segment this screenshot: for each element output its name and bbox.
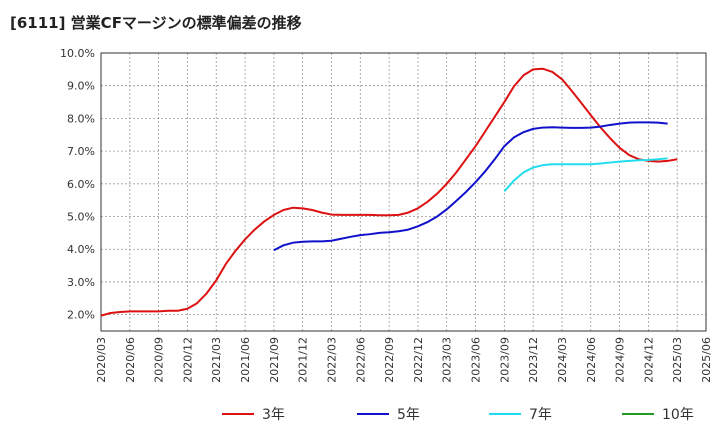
x-tick-label: 2020/09 (153, 337, 166, 383)
y-tick-label: 10.0% (60, 47, 95, 60)
series-line-2 (273, 121, 668, 252)
series-lines (100, 67, 678, 317)
y-tick-label: 6.0% (67, 178, 95, 191)
x-tick-label: 2025/03 (671, 337, 684, 383)
x-tick-label: 2020/03 (95, 337, 108, 383)
x-tick-label: 2021/09 (268, 337, 281, 383)
legend-label-2: 5年 (397, 407, 420, 423)
x-tick-label: 2023/06 (470, 337, 483, 383)
y-tick-label: 7.0% (67, 145, 95, 158)
x-tick-label: 2022/09 (383, 337, 396, 383)
y-tick-label: 9.0% (67, 80, 95, 93)
legend-label-4: 10年 (662, 407, 694, 423)
legend-label-3: 7年 (529, 407, 552, 423)
plot-border (100, 52, 707, 332)
series-line-3 (503, 157, 668, 193)
x-tick-label: 2023/12 (527, 337, 540, 383)
grid-lines (101, 52, 706, 331)
x-tick-label: 2024/03 (556, 337, 569, 383)
y-tick-label: 8.0% (67, 112, 95, 125)
y-tick-label: 3.0% (67, 276, 95, 289)
y-tick-label: 5.0% (67, 211, 95, 224)
x-tick-label: 2021/06 (239, 337, 252, 383)
legend-label-1: 3年 (262, 407, 285, 423)
x-tick-label: 2021/12 (297, 337, 310, 383)
x-tick-label: 2020/12 (181, 337, 194, 383)
x-tick-label: 2023/03 (441, 337, 454, 383)
x-axis-ticks: 2020/03 2020/06 2020/09 2020/12 2021/03 2021/… (95, 337, 713, 383)
x-tick-label: 2024/12 (642, 337, 655, 383)
x-tick-label: 2024/06 (585, 337, 598, 383)
x-tick-label: 2024/09 (614, 337, 627, 383)
y-tick-label: 4.0% (67, 243, 95, 256)
x-tick-label: 2020/06 (124, 337, 137, 383)
x-tick-label: 2025/06 (700, 337, 713, 383)
x-tick-label: 2022/12 (412, 337, 425, 383)
x-tick-label: 2022/03 (325, 337, 338, 383)
series-line-1 (100, 67, 678, 317)
x-tick-label: 2021/03 (210, 337, 223, 383)
legend: 3年 5年 7年 10年 (222, 407, 694, 423)
chart-title: [6111] 営業CFマージンの標準偏差の推移 (10, 14, 302, 32)
x-tick-label: 2022/06 (354, 337, 367, 383)
x-tick-label: 2023/09 (498, 337, 511, 383)
y-tick-label: 2.0% (67, 309, 95, 322)
y-axis-ticks: 10.0% 9.0% 8.0% 7.0% 6.0% 5.0% 4.0% 3.0% 2.0% (60, 47, 95, 322)
plot-frame (100, 52, 707, 332)
